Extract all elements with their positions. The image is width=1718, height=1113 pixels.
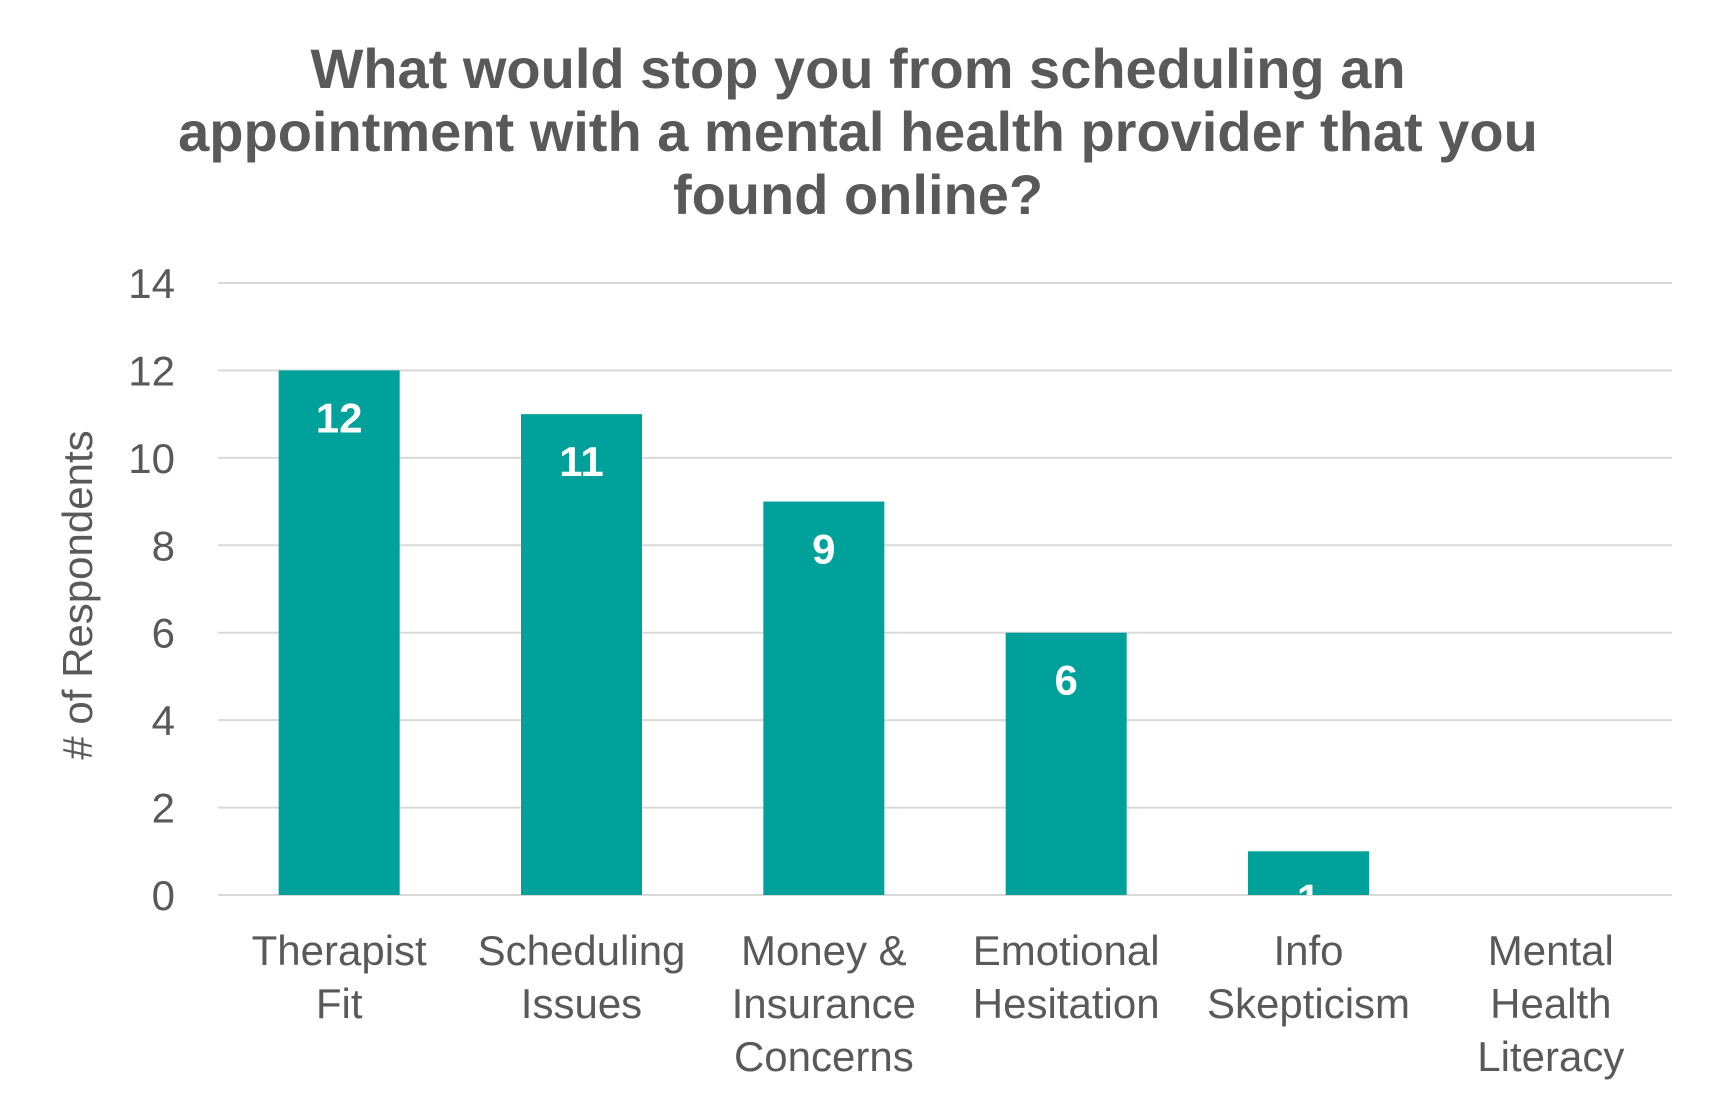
bars <box>278 370 1369 895</box>
x-tick-label: Concerns <box>734 1033 914 1080</box>
data-labels: 12 11 9 6 1 <box>316 394 1320 922</box>
y-tick-label: 14 <box>128 260 175 307</box>
x-tick-label: Therapist <box>252 927 427 974</box>
y-axis-ticks: 0 2 4 6 8 10 12 14 <box>128 260 175 919</box>
data-label: 6 <box>1054 657 1077 704</box>
x-tick-label: Issues <box>521 980 642 1027</box>
y-axis-label: # of Respondents <box>54 430 101 759</box>
bar <box>278 370 400 895</box>
y-tick-label: 8 <box>152 522 175 569</box>
x-axis-ticks: Therapist Fit Scheduling Issues Money & Insur… <box>252 927 1625 1080</box>
data-label: 11 <box>559 438 603 485</box>
chart-title-line: found online? <box>673 163 1043 226</box>
x-tick-label: Hesitation <box>973 980 1160 1027</box>
x-tick-label: Insurance <box>732 980 916 1027</box>
x-tick-label: Mental <box>1488 927 1614 974</box>
bar <box>521 414 642 895</box>
x-tick-label: Literacy <box>1477 1033 1624 1080</box>
x-tick-label: Health <box>1490 980 1611 1027</box>
x-tick-label: Skepticism <box>1207 980 1410 1027</box>
y-tick-label: 10 <box>128 435 175 482</box>
x-tick-label: Emotional <box>973 927 1160 974</box>
chart-title-line: appointment with a mental health provide… <box>178 100 1538 163</box>
data-label: 9 <box>812 526 835 573</box>
x-tick-label: Fit <box>316 980 363 1027</box>
y-tick-label: 2 <box>152 785 175 832</box>
bar <box>1005 632 1127 895</box>
bar <box>763 501 885 895</box>
chart-title-line: What would stop you from scheduling an <box>310 37 1405 100</box>
x-tick-label: Info <box>1273 927 1343 974</box>
bar <box>1248 851 1369 895</box>
y-tick-label: 4 <box>152 697 175 744</box>
data-label: 12 <box>316 394 363 441</box>
x-tick-label: Scheduling <box>478 927 686 974</box>
x-tick-label: Money & <box>741 927 907 974</box>
y-tick-label: 0 <box>152 872 175 919</box>
data-label: 1 <box>1297 875 1320 922</box>
y-tick-label: 12 <box>128 347 175 394</box>
chart-title: What would stop you from scheduling anap… <box>178 37 1538 226</box>
gridlines <box>218 282 1672 896</box>
y-tick-label: 6 <box>152 610 175 657</box>
